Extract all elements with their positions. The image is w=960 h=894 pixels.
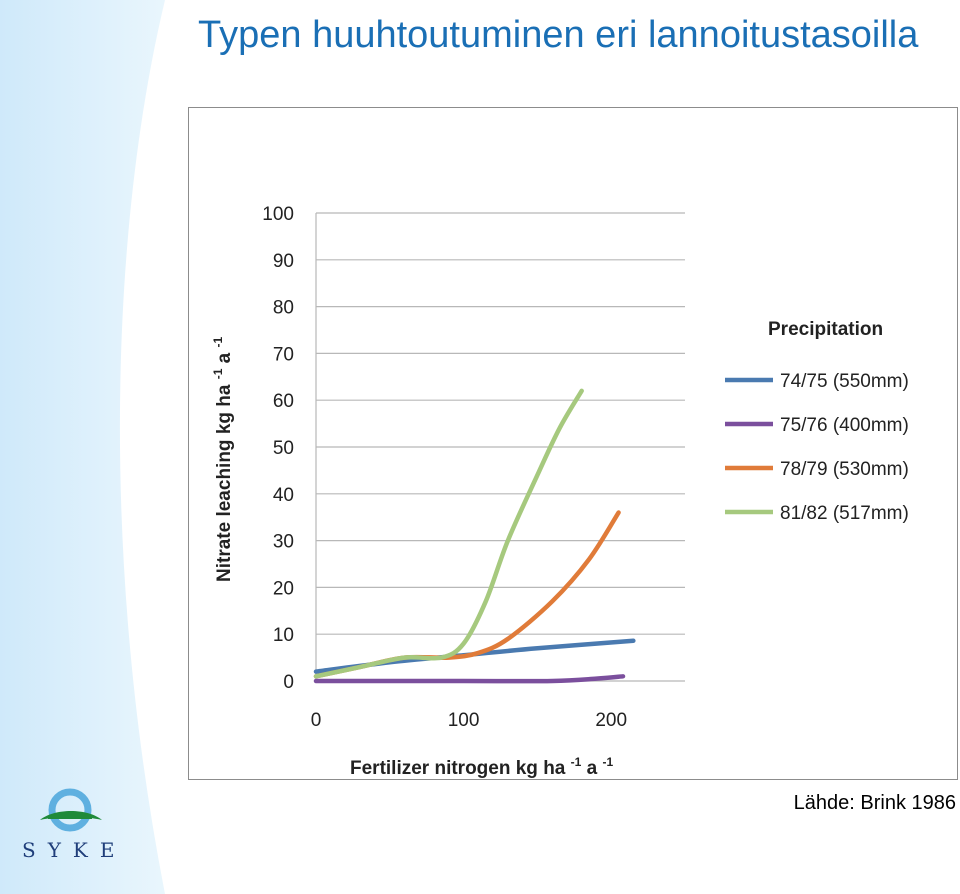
logo-text: SYKE [22,838,127,862]
y-tick-label: 20 [273,578,294,599]
legend-entry: 81/82 (517mm) [780,503,909,524]
x-axis-label: Fertilizer nitrogen kg ha -1 a -1 [350,750,613,779]
y-tick-label: 10 [273,625,294,646]
series-line-3 [313,510,621,679]
y-axis-label-mid: a [214,352,235,363]
y-tick-label: 70 [273,344,294,365]
x-tick-label: 200 [595,710,627,731]
syke-logo-icon [40,788,102,832]
series-line-4 [313,388,584,679]
y-tick-label: 50 [273,438,294,459]
x-tick-labels: 0 100 200 [311,710,627,731]
y-tick-label: 0 [283,672,294,693]
legend-entry: 75/76 (400mm) [780,415,909,436]
y-tick-label: 60 [273,391,294,412]
legend: Precipitation 74/75 (550mm) 75/76 (400mm)… [725,319,909,524]
y-axis-label: Nitrate leaching kg ha -1 a -1 [206,336,235,582]
legend-entry: 74/75 (550mm) [780,371,909,392]
slide-title: Typen huuhtoutuminen eri lannoitustasoil… [198,14,919,56]
y-axis-label-main: Nitrate leaching kg ha [214,384,235,582]
y-axis-label-sup1: -1 [211,368,225,379]
y-tick-labels: 0 10 20 30 40 50 60 70 80 90 100 [262,204,294,693]
legend-title: Precipitation [768,319,883,340]
x-tick-label: 0 [311,710,322,731]
source-citation: Lähde: Brink 1986 [793,792,956,814]
line-chart: 0 10 20 30 40 50 60 70 80 90 100 0 100 200 Fertilize… [206,204,909,779]
x-axis-label-sup2: -1 [602,755,613,769]
x-axis-label-sup1: -1 [571,755,582,769]
y-tick-label: 30 [273,532,294,553]
x-tick-label: 100 [448,710,480,731]
y-tick-label: 100 [262,204,294,225]
legend-entry: 78/79 (530mm) [780,459,909,480]
series-lines [313,388,636,684]
grid-lines [315,212,685,682]
y-tick-label: 40 [273,485,294,506]
series-line-2 [313,674,626,684]
y-axis-label-sup2: -1 [211,336,225,347]
x-axis-label-main: Fertilizer nitrogen kg ha [350,758,566,779]
y-tick-label: 80 [273,298,294,319]
x-axis-label-mid: a [587,758,598,779]
y-tick-label: 90 [273,251,294,272]
